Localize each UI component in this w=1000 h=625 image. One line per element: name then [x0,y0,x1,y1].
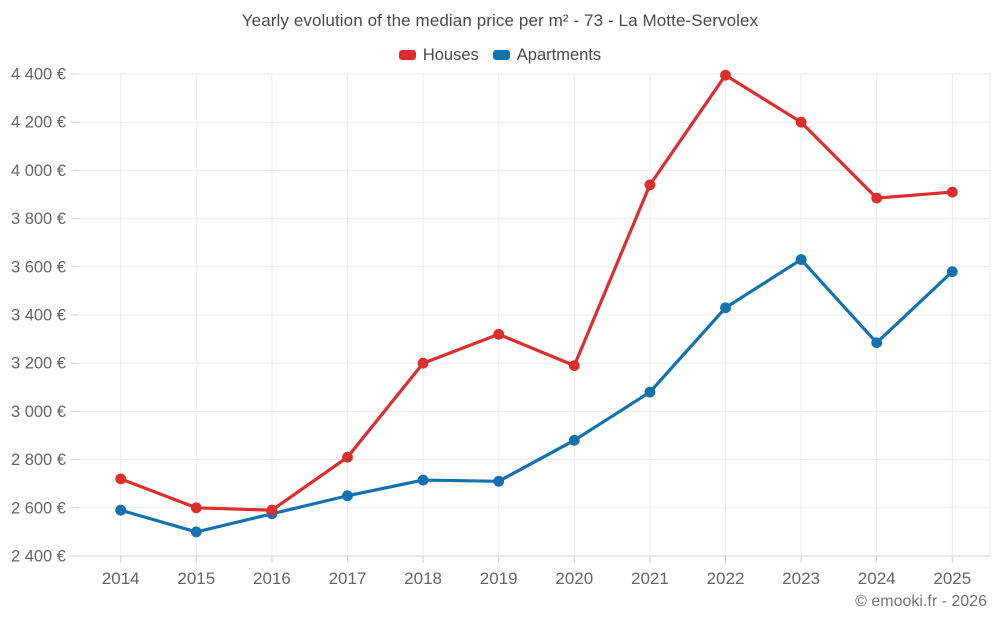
series-point-apartments-2014[interactable] [115,504,127,516]
x-axis-label: 2021 [631,569,669,588]
y-axis-label: 2 400 € [11,548,66,566]
y-axis-label: 4 000 € [11,162,66,180]
x-axis-label: 2023 [782,569,820,588]
series-point-houses-2018[interactable] [417,357,429,369]
series-point-apartments-2015[interactable] [190,526,202,538]
y-axis-label: 4 400 € [11,66,66,84]
series-point-apartments-2025[interactable] [946,266,958,278]
series-point-houses-2020[interactable] [568,360,580,372]
legend-item-apartments[interactable]: Apartments [492,45,602,65]
chart-title: Yearly evolution of the median price per… [241,11,759,30]
series-point-houses-2015[interactable] [190,502,202,514]
series-point-apartments-2022[interactable] [720,302,731,314]
series-point-houses-2017[interactable] [342,451,353,463]
legend-label-houses: Houses [422,45,479,64]
series-point-houses-2014[interactable] [115,473,127,485]
chart-legend: Houses Apartments [0,44,1000,66]
y-axis-label: 3 000 € [11,403,66,421]
x-axis-label: 2014 [102,569,140,588]
x-axis-label: 2020 [555,569,593,588]
y-axis-label: 3 200 € [11,355,66,373]
y-axis-label: 2 800 € [11,451,66,469]
footer-credit: © emooki.fr - 2026 [855,593,987,610]
series-point-apartments-2021[interactable] [644,386,656,398]
x-axis-label: 2016 [253,569,291,588]
x-axis-label: 2018 [404,569,442,588]
series-point-houses-2023[interactable] [795,116,807,128]
series-point-apartments-2024[interactable] [871,337,883,349]
x-axis-label: 2019 [480,569,518,588]
series-point-apartments-2019[interactable] [493,475,505,487]
legend-item-houses[interactable]: Houses [398,45,479,65]
series-point-apartments-2017[interactable] [342,490,353,502]
series-point-houses-2024[interactable] [871,192,883,204]
series-point-apartments-2023[interactable] [795,254,807,265]
series-line-apartments [119,257,954,534]
y-axis-label: 3 600 € [11,258,66,276]
series-point-houses-2025[interactable] [946,186,958,198]
series-point-apartments-2020[interactable] [568,434,580,446]
series-point-houses-2021[interactable] [644,179,656,191]
y-axis-label: 3 400 € [11,307,66,325]
apartments-swatch-icon [492,50,510,60]
series-point-houses-2019[interactable] [493,328,505,340]
y-axis-label: 3 800 € [11,210,66,228]
x-axis-label: 2025 [933,569,971,588]
x-axis-label: 2017 [329,569,367,588]
x-axis-label: 2024 [858,569,896,588]
y-axis-label: 2 600 € [11,499,66,517]
series-point-houses-2016[interactable] [266,504,278,516]
legend-label-apartments: Apartments [516,45,602,64]
series-point-apartments-2018[interactable] [417,474,429,486]
series-point-houses-2022[interactable] [720,69,731,81]
x-axis-label: 2015 [177,569,215,588]
x-axis-label: 2022 [707,569,745,588]
series-line-houses [119,73,954,512]
y-axis-label: 4 200 € [11,114,66,132]
houses-swatch-icon [398,50,416,60]
